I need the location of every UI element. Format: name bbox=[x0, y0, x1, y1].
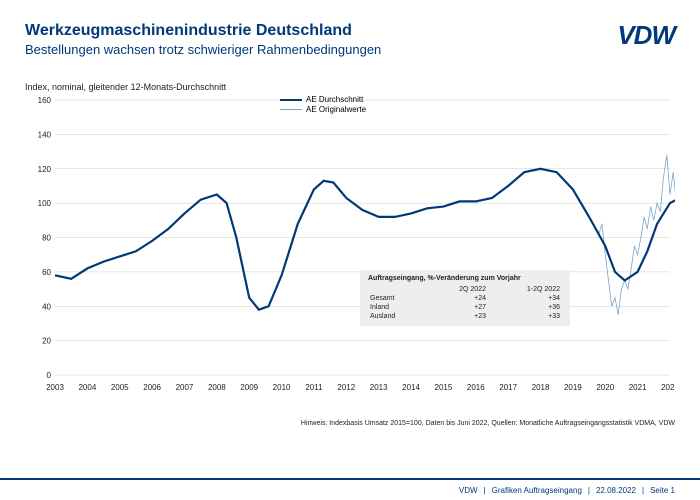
vdw-logo: VDW bbox=[617, 20, 675, 51]
svg-text:2007: 2007 bbox=[176, 383, 194, 392]
svg-text:2014: 2014 bbox=[402, 383, 420, 392]
line-chart: 0 20 40 60 80 100 120 140 160 2003 2004 2005 2006 200… bbox=[25, 95, 675, 395]
page: Werkzeugmaschinenindustrie Deutschland B… bbox=[0, 0, 700, 500]
footer: VDW | Grafiken Auftragseingang | 22.08.2… bbox=[0, 478, 700, 500]
footer-sep: | bbox=[642, 486, 644, 495]
footer-date: 22.08.2022 bbox=[596, 486, 636, 495]
svg-text:2010: 2010 bbox=[273, 383, 291, 392]
col-header-2: 1-2Q 2022 bbox=[488, 285, 562, 294]
footer-sep: | bbox=[484, 486, 486, 495]
footer-sep: | bbox=[588, 486, 590, 495]
svg-text:2018: 2018 bbox=[532, 383, 550, 392]
svg-text:2019: 2019 bbox=[564, 383, 582, 392]
legend-label-avg: AE Durchschnitt bbox=[306, 95, 363, 104]
svg-text:2004: 2004 bbox=[78, 383, 96, 392]
legend: AE Durchschnitt AE Originalwerte bbox=[280, 95, 366, 115]
page-subtitle: Bestellungen wachsen trotz schwieriger R… bbox=[25, 42, 675, 57]
svg-text:2016: 2016 bbox=[467, 383, 485, 392]
info-box-title: Auftragseingang, %-Veränderung zum Vorja… bbox=[368, 275, 562, 282]
table-row: Gesamt +24 +34 bbox=[368, 294, 562, 303]
svg-text:2015: 2015 bbox=[435, 383, 453, 392]
table-row: Ausland +23 +33 bbox=[368, 312, 562, 321]
svg-text:40: 40 bbox=[42, 302, 51, 311]
svg-text:2017: 2017 bbox=[499, 383, 517, 392]
footer-page: Seite 1 bbox=[650, 486, 675, 495]
info-box-table: 2Q 2022 1-2Q 2022 Gesamt +24 +34 Inland … bbox=[368, 285, 562, 321]
svg-text:2009: 2009 bbox=[240, 383, 258, 392]
svg-text:2008: 2008 bbox=[208, 383, 226, 392]
col-header-1: 2Q 2022 bbox=[426, 285, 488, 294]
svg-text:2021: 2021 bbox=[629, 383, 647, 392]
legend-label-orig: AE Originalwerte bbox=[306, 105, 366, 114]
svg-text:160: 160 bbox=[38, 96, 52, 105]
source-hint: Hinweis: Indexbasis Umsatz 2015=100, Dat… bbox=[301, 420, 675, 427]
svg-text:60: 60 bbox=[42, 268, 51, 277]
svg-text:2003: 2003 bbox=[46, 383, 64, 392]
svg-text:2013: 2013 bbox=[370, 383, 388, 392]
svg-text:2005: 2005 bbox=[111, 383, 129, 392]
svg-text:2020: 2020 bbox=[596, 383, 614, 392]
legend-swatch-avg bbox=[280, 99, 302, 101]
svg-text:0: 0 bbox=[47, 371, 52, 380]
info-box: Auftragseingang, %-Veränderung zum Vorja… bbox=[360, 270, 570, 326]
legend-item-avg: AE Durchschnitt bbox=[280, 95, 366, 104]
svg-text:100: 100 bbox=[38, 199, 52, 208]
svg-text:80: 80 bbox=[42, 234, 51, 243]
svg-text:2011: 2011 bbox=[305, 383, 323, 392]
header: Werkzeugmaschinenindustrie Deutschland B… bbox=[25, 22, 675, 57]
svg-text:2012: 2012 bbox=[337, 383, 355, 392]
table-row: Inland +27 +36 bbox=[368, 303, 562, 312]
svg-text:2022: 2022 bbox=[661, 383, 675, 392]
svg-text:140: 140 bbox=[38, 130, 52, 139]
footer-section: Grafiken Auftragseingang bbox=[492, 486, 582, 495]
legend-swatch-orig bbox=[280, 109, 302, 110]
legend-item-orig: AE Originalwerte bbox=[280, 105, 366, 114]
page-title: Werkzeugmaschinenindustrie Deutschland bbox=[25, 22, 675, 40]
svg-text:20: 20 bbox=[42, 337, 51, 346]
svg-text:120: 120 bbox=[38, 165, 52, 174]
table-header-row: 2Q 2022 1-2Q 2022 bbox=[368, 285, 562, 294]
svg-text:2006: 2006 bbox=[143, 383, 161, 392]
y-axis-label: Index, nominal, gleitender 12-Monats-Dur… bbox=[25, 82, 226, 92]
footer-org: VDW bbox=[459, 486, 478, 495]
